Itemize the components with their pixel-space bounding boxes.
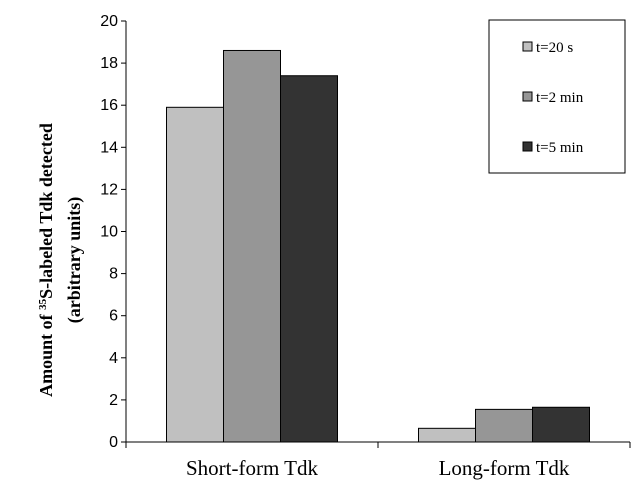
y-tick-label: 16	[100, 97, 118, 114]
bar-long-form-series-2	[475, 408, 533, 443]
bar-short-form-series-1	[166, 106, 224, 443]
legend-box	[488, 19, 626, 174]
y-axis-title-prefix: Amount of	[36, 310, 56, 397]
y-tick-label: 14	[100, 139, 118, 156]
y-tick-label: 0	[109, 434, 118, 451]
y-tick-label: 4	[109, 350, 118, 367]
y-axis-title-line2: (arbitrary units)	[64, 197, 85, 323]
legend-swatch	[522, 91, 533, 102]
x-category-label: Short-form Tdk	[186, 456, 319, 480]
legend-swatch	[522, 141, 533, 152]
y-tick-label: 12	[100, 181, 118, 198]
legend-label: t=5 min	[536, 140, 584, 156]
y-tick-label: 6	[109, 308, 118, 325]
y-tick-label: 20	[100, 13, 118, 30]
legend: t=20 s t=2 min t=5 min	[488, 19, 626, 174]
legend-label: t=2 min	[536, 90, 584, 106]
svg-text:Amount of 35S-labeled Tdk dete: Amount of 35S-labeled Tdk detected	[36, 123, 56, 397]
y-axis-title-suffix: S-labeled Tdk detected	[36, 123, 56, 299]
y-axis-title-superscript: 35	[37, 298, 49, 310]
y-tick-label: 8	[109, 266, 118, 283]
y-tick-label: 10	[100, 224, 118, 241]
y-tick-label: 2	[109, 392, 118, 409]
bar-short-form-series-3	[280, 75, 338, 443]
x-category-label: Long-form Tdk	[439, 456, 570, 480]
y-tick-label: 18	[100, 55, 118, 72]
legend-label: t=20 s	[536, 40, 573, 56]
legend-swatch	[522, 41, 533, 52]
bar-long-form-series-1	[418, 427, 476, 443]
bar-long-form-series-3	[532, 406, 590, 443]
y-axis-title: Amount of 35S-labeled Tdk detected (arbi…	[36, 123, 85, 397]
bar-short-form-series-2	[223, 49, 281, 443]
